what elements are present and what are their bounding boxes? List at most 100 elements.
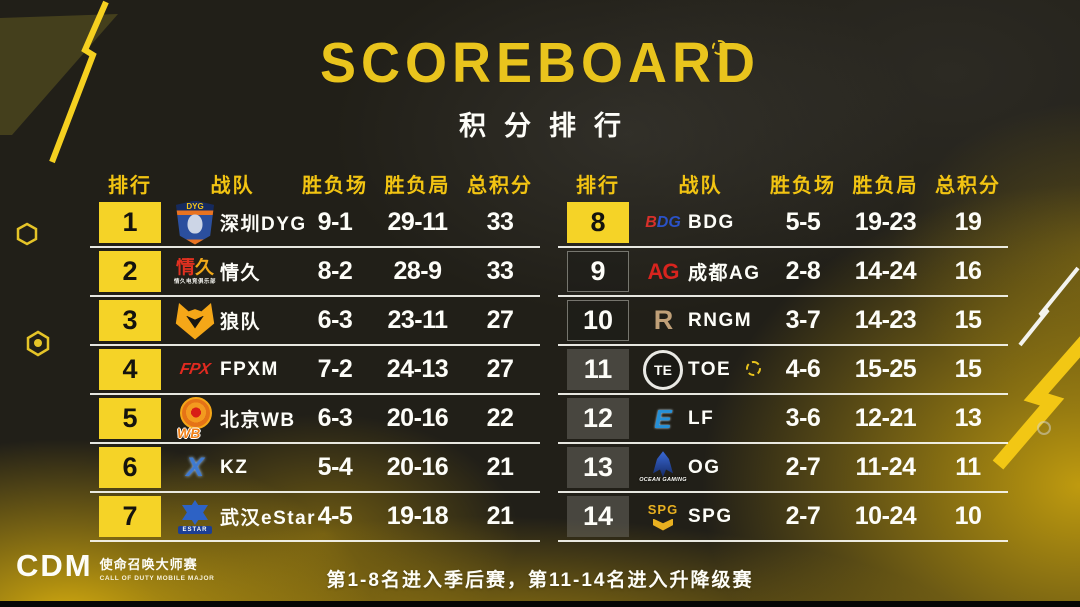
rank-badge: 11 — [567, 349, 629, 390]
rank-cell: 1 — [90, 202, 170, 243]
logo-text: AG — [647, 258, 680, 284]
event-logo-cn: 使命召唤大师赛 — [99, 557, 198, 572]
lightning-icon — [992, 336, 1080, 470]
rank-cell: 7 — [90, 496, 170, 537]
logo-caption: ESTAR — [177, 525, 213, 534]
rank-number: 9 — [590, 256, 606, 286]
total-points: 21 — [486, 502, 514, 530]
rank-cell: 6 — [90, 447, 170, 488]
circle-marker-icon — [1037, 421, 1051, 435]
game-record: 15-25 — [854, 355, 917, 383]
rank-number: 7 — [122, 501, 138, 531]
team-logo-rngm: R — [641, 299, 685, 343]
total-points: 11 — [955, 453, 981, 481]
logo-text: 情久 — [175, 256, 214, 278]
hexagon-icon — [16, 222, 38, 246]
game-record: 23-11 — [387, 306, 448, 334]
game-record: 19-23 — [854, 208, 917, 236]
title-block: SCOREBOARD 积分排行 — [0, 32, 1080, 143]
reticle-icon — [712, 40, 727, 55]
rank-cell: 2 — [90, 251, 170, 292]
logo-cell: BDG — [638, 201, 688, 245]
team-logo-spg: SPG — [641, 495, 685, 539]
standings-table-right: 排行 战队 胜负场 胜负局 总积分 8 BDG BDG 5-5 19-23 19 9 AG 成都AG 2-8… — [558, 168, 1008, 543]
table-row: 7 ESTAR 武汉eStar 4-5 19-18 21 — [90, 494, 540, 539]
logo-text: E — [654, 403, 672, 434]
rank-number: 12 — [582, 403, 614, 433]
match-record: 5-4 — [317, 453, 353, 481]
logo-caption: OCEAN GAMING — [639, 477, 687, 484]
rank-number: 11 — [583, 354, 613, 384]
match-record: 7-2 — [317, 355, 353, 383]
total-points: 19 — [954, 208, 982, 236]
rank-badge: 3 — [99, 300, 161, 341]
rank-badge: 2 — [99, 251, 161, 292]
table-row: 6 X KZ 5-4 20-16 21 — [90, 445, 540, 490]
total-points: 10 — [954, 502, 982, 530]
match-record: 3-7 — [785, 306, 821, 334]
page-title: SCOREBOARD — [319, 31, 761, 95]
star-icon — [182, 499, 208, 525]
total-points: 22 — [486, 404, 514, 432]
logo-cell — [170, 302, 220, 340]
logo-cell: DYG — [170, 200, 220, 245]
column-header: 总积分 — [935, 174, 1001, 197]
hexagon-dot — [34, 339, 42, 347]
team-name: RNGM — [688, 309, 753, 331]
total-points: 13 — [954, 404, 982, 432]
total-points: 27 — [486, 306, 514, 334]
row-separator — [558, 442, 1008, 444]
total-points: 27 — [486, 355, 514, 383]
row-separator — [90, 295, 540, 297]
column-header: 战队 — [210, 174, 255, 197]
game-record: 28-9 — [393, 257, 442, 285]
team-name: TOE — [688, 358, 732, 380]
column-header: 胜负局 — [384, 174, 451, 197]
event-logo: CDM 使命召唤大师赛 CALL OF DUTY MOBILE MAJOR — [16, 550, 214, 582]
column-header: 胜负场 — [770, 174, 836, 197]
table-row: 5 WB 北京WB 6-3 20-16 22 — [90, 396, 540, 441]
rank-badge: 12 — [567, 398, 629, 439]
row-separator — [90, 491, 540, 493]
rank-badge: 14 — [567, 496, 629, 537]
logo-text: WB — [177, 424, 201, 441]
column-header: 排行 — [576, 174, 620, 197]
team-logo-estar: ESTAR — [173, 495, 217, 539]
table-row: 9 AG 成都AG 2-8 14-24 16 — [558, 249, 1008, 294]
rank-cell: 14 — [558, 496, 638, 537]
game-record: 11-24 — [855, 453, 916, 481]
rank-cell: 5 — [90, 398, 170, 439]
table-row: 2 情久 情久电竞俱乐部 情久 8-2 28-9 33 — [90, 249, 540, 294]
rank-number: 5 — [122, 403, 138, 433]
logo-cell: AG — [638, 250, 688, 294]
game-record: 29-11 — [387, 208, 448, 236]
row-separator — [90, 344, 540, 346]
match-record: 6-3 — [317, 404, 353, 432]
rank-number: 3 — [122, 305, 138, 335]
team-logo-ag: AG — [641, 250, 685, 294]
rank-badge: 6 — [99, 447, 161, 488]
total-points: 33 — [486, 257, 514, 285]
table-row: 4 FPX FPXM 7-2 24-13 27 — [90, 347, 540, 392]
match-record: 4-5 — [317, 502, 353, 530]
total-points: 15 — [954, 355, 982, 383]
reticle-icon — [746, 361, 761, 376]
game-record: 12-21 — [854, 404, 917, 432]
team-name: KZ — [220, 456, 249, 478]
logo-cell: SPG — [638, 495, 688, 539]
rank-number: 14 — [582, 501, 614, 531]
row-separator — [90, 442, 540, 444]
team-name: FPXM — [220, 358, 279, 380]
logo-cell: R — [638, 299, 688, 343]
team-name: SPG — [688, 505, 733, 527]
row-separator — [558, 295, 1008, 297]
table-row: 8 BDG BDG 5-5 19-23 19 — [558, 200, 1008, 245]
logo-cell: TE — [638, 349, 688, 390]
bottom-bar — [0, 601, 1080, 607]
rank-number: 10 — [582, 305, 614, 335]
logo-cell: 情久 情久电竞俱乐部 — [170, 250, 220, 294]
match-record: 2-8 — [785, 257, 821, 285]
rank-badge: 13 — [567, 447, 629, 488]
match-record: 8-2 — [317, 257, 353, 285]
